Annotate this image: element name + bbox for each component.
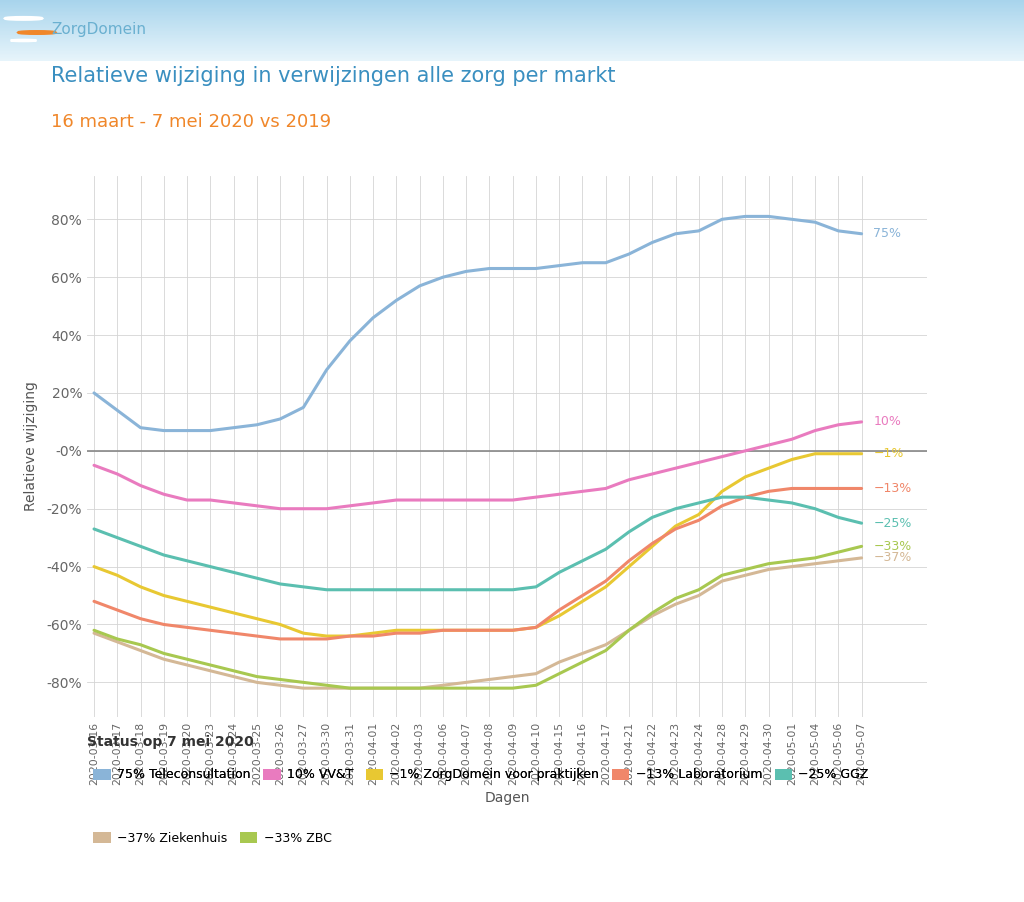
Text: Status op 7 mei 2020: Status op 7 mei 2020 (87, 735, 254, 750)
Text: −25%: −25% (873, 517, 911, 529)
Text: Relatieve wijziging in verwijzingen alle zorg per markt: Relatieve wijziging in verwijzingen alle… (51, 66, 615, 86)
Legend: −37% Ziekenhuis, −33% ZBC: −37% Ziekenhuis, −33% ZBC (93, 832, 332, 844)
Text: ZorgDomein: ZorgDomein (51, 22, 146, 37)
Text: 16 maart - 7 mei 2020 vs 2019: 16 maart - 7 mei 2020 vs 2019 (51, 113, 332, 131)
Text: −33%: −33% (873, 539, 911, 553)
Text: −1%: −1% (873, 447, 903, 460)
Text: −13%: −13% (873, 482, 911, 495)
Legend: 75% Teleconsultation, 10% VV&T, −1% ZorgDomein voor praktijken, −13% Laboratoriu: 75% Teleconsultation, 10% VV&T, −1% Zorg… (93, 769, 868, 781)
Text: −37%: −37% (873, 551, 911, 565)
Y-axis label: Relatieve wijziging: Relatieve wijziging (25, 382, 38, 511)
Text: 10%: 10% (873, 416, 901, 428)
Text: 75%: 75% (873, 227, 901, 240)
X-axis label: Dagen: Dagen (484, 791, 529, 805)
